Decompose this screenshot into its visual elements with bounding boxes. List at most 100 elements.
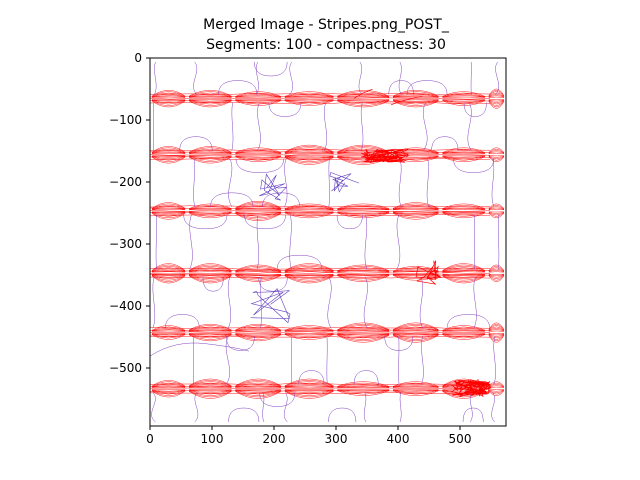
red-cluster [415,260,442,285]
band-contour [189,100,232,105]
segment-boundary [473,277,477,329]
band-contour [189,96,232,98]
band-contour [284,390,334,395]
band-contour [442,326,485,331]
band-contour [392,326,439,331]
band-contour [151,267,186,272]
band-contour [392,274,439,280]
band-contour [188,264,232,271]
band-contour [235,156,281,161]
band-contour [488,212,505,217]
band-contour [284,270,334,273]
band-contour [284,150,334,154]
band-contour [337,333,390,337]
band-contour [235,155,281,158]
band-contour [188,91,232,97]
segment-boundary [151,392,156,423]
segment-boundary [225,336,230,385]
band-line [149,385,491,388]
segment-boundary [360,102,364,151]
band-contour [488,333,505,336]
x-tick-label: 0 [146,432,154,446]
band-contour [235,381,281,387]
band-contour [151,381,186,387]
band-contour [284,326,334,331]
band-contour [393,330,439,332]
band-contour [284,384,334,388]
y-tick-label: 0 [134,51,142,65]
segment-boundary [363,277,368,329]
band-contour [392,334,439,340]
band-line [149,100,491,102]
segment-boundary [194,392,199,423]
band-contour [337,381,390,387]
band-line [149,383,491,386]
band-contour [189,389,232,392]
band-contour [442,100,485,105]
band-contour [151,330,186,332]
band-contour [392,323,439,331]
band-contour [151,325,186,331]
band-contour [488,206,505,210]
band-contour [189,330,232,332]
band-line [149,153,491,156]
band-contour [392,148,439,153]
band-contour [284,92,334,97]
band-contour [235,152,281,154]
band-contour [488,152,505,154]
segment-cell-outline [218,80,258,95]
band-contour [151,386,186,388]
segment-boundary [284,158,288,207]
band-contour [284,206,334,210]
segment-cell-outline [259,392,296,407]
band-contour [189,334,232,339]
figure-title-line-1: Merged Image - Stripes.png_POST_ [203,17,450,33]
band-line [149,333,491,336]
segment-cell-outline [384,336,414,351]
band-contour [235,266,281,272]
segment-boundary [228,158,233,207]
band-contour [151,382,186,387]
band-contour [392,390,439,396]
band-line [149,329,491,332]
band-contour [442,205,485,210]
segment-boundary [283,392,288,423]
band-contour [235,333,281,337]
band-line [149,209,491,212]
band-contour [442,152,485,154]
segment-boundary [358,61,362,95]
band-contour [392,335,439,343]
band-contour [442,275,485,281]
segment-cell-outline [353,370,379,385]
band-contour [442,212,485,217]
purple-cluster [259,173,288,201]
band-line [149,95,491,98]
segment-boundary [398,61,402,95]
band-contour [235,389,281,392]
band-contour [488,275,505,282]
band-contour [488,274,505,279]
band-line [149,327,491,329]
band-contour [284,390,334,396]
band-contour [392,92,439,97]
band-contour [235,390,281,398]
band-contour [235,334,281,339]
segment-cell-outline [453,158,495,173]
band-contour [235,209,281,211]
segment-boundary [419,277,424,329]
band-contour [151,266,186,272]
band-contour [442,148,485,153]
band-contour [188,275,232,284]
y-tick-minus-300: −300 [109,237,150,251]
band-contour [337,264,390,271]
band-contour [235,147,281,153]
segment-boundary [256,214,259,270]
band-contour [488,268,505,272]
band-contour [392,334,439,339]
band-contour [488,147,505,153]
band-contour [442,271,485,273]
band-contour [151,156,186,161]
band-contour [488,275,505,281]
segment-boundary [398,158,402,207]
band-contour [488,155,505,158]
